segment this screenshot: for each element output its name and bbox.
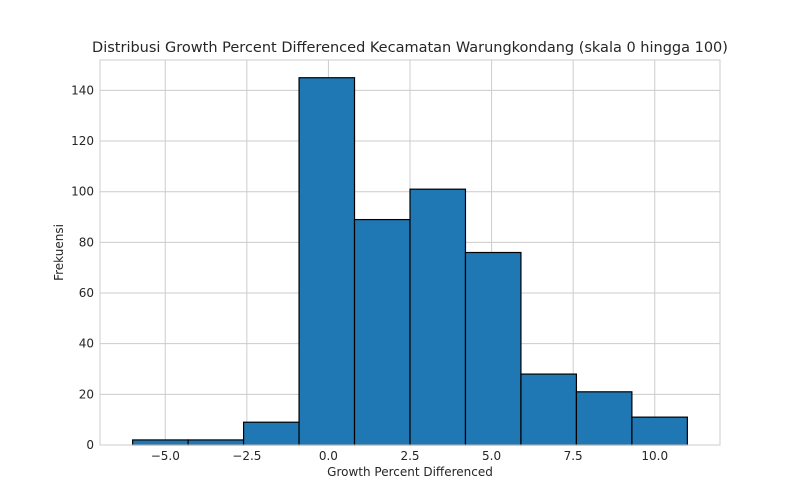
histogram-bar	[631, 416, 688, 446]
x-tick-label: −2.5	[232, 449, 261, 463]
bars-layer	[132, 77, 688, 446]
y-axis-label: Frekuensi	[52, 224, 66, 281]
histogram-bar	[242, 421, 300, 446]
histogram-bar	[298, 77, 356, 446]
y-tick-label: 20	[79, 387, 94, 401]
y-tick-label: 0	[86, 438, 94, 452]
x-tick-label: 5.0	[482, 449, 501, 463]
histogram-bar	[464, 251, 522, 446]
x-tick-label: −5.0	[151, 449, 180, 463]
histogram-bar	[132, 439, 189, 446]
x-tick-label: 10.0	[641, 449, 668, 463]
x-axis-ticks: −5.0 −2.5 0.0 2.5 5.0 7.5 10.0	[151, 449, 668, 463]
histogram-bar	[353, 218, 411, 446]
histogram-bar	[187, 439, 245, 446]
y-tick-label: 140	[71, 83, 94, 97]
y-tick-label: 60	[79, 286, 94, 300]
x-tick-label: 7.5	[564, 449, 583, 463]
y-tick-label: 80	[79, 235, 94, 249]
y-tick-label: 120	[71, 134, 94, 148]
plot-frame	[99, 59, 721, 446]
chart-title: Distribusi Growth Percent Differenced Ke…	[92, 40, 728, 56]
histogram-bar	[575, 391, 633, 446]
x-tick-label: 0.0	[319, 449, 338, 463]
y-tick-label: 100	[71, 185, 94, 199]
histogram-bar	[409, 188, 467, 446]
x-axis-label: Growth Percent Differenced	[327, 465, 493, 479]
x-tick-label: 2.5	[400, 449, 419, 463]
y-tick-label: 40	[79, 337, 94, 351]
histogram-bar	[520, 373, 578, 446]
y-axis-ticks: 0 20 40 60 80 100 120 140	[71, 83, 94, 452]
